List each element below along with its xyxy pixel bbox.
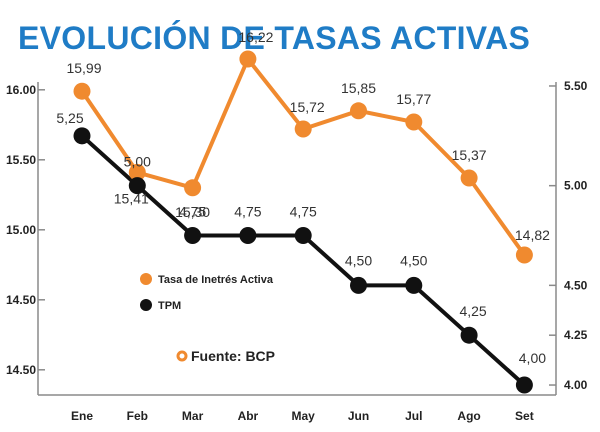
- right-tick-label: 5.00: [564, 179, 588, 193]
- data-label: 15,37: [452, 147, 487, 163]
- data-point: [73, 127, 91, 145]
- left-tick-label: 15.50: [6, 153, 36, 167]
- data-point: [239, 50, 257, 68]
- data-point: [350, 102, 367, 120]
- data-label: 4,50: [400, 252, 427, 268]
- x-tick-label: Jul: [405, 409, 422, 423]
- data-point: [239, 227, 257, 245]
- data-point: [128, 177, 146, 195]
- left-tick-label: 16.00: [6, 83, 36, 97]
- data-point: [128, 163, 146, 181]
- series-line-tpm: [80, 133, 527, 388]
- data-label: 15,41: [114, 190, 149, 206]
- data-label: 5,25: [56, 110, 83, 126]
- data-label: 5,00: [124, 154, 151, 170]
- data-point: [460, 326, 478, 344]
- left-tick-label: 14.50: [6, 293, 36, 307]
- data-point: [184, 179, 202, 197]
- x-tick-label: Ene: [71, 409, 93, 423]
- x-tick-label: Ago: [457, 409, 480, 423]
- data-label: 4,75: [234, 204, 261, 220]
- data-label: 15,85: [341, 80, 376, 96]
- legend-marker: [140, 299, 152, 311]
- data-label: 15,72: [290, 99, 325, 115]
- data-label: 15,99: [66, 60, 101, 76]
- legend-marker: [140, 273, 152, 285]
- data-label: 4,50: [345, 252, 372, 268]
- data-label: 15,77: [396, 91, 431, 107]
- data-label: 14,82: [515, 227, 550, 243]
- chart-title: EVOLUCIÓN DE TASAS ACTIVAS: [18, 20, 531, 56]
- data-point: [350, 276, 367, 294]
- legend: Tasa de Inetrés Activa TPM Fuente: BCP: [140, 273, 275, 364]
- data-labels: 15,99 15,41 15,30 16,22 15,72 15,85 15,77 15,37…: [56, 29, 550, 366]
- x-tick-label: Mar: [182, 409, 204, 423]
- right-tick-label: 4.50: [564, 278, 588, 292]
- right-tick-label: 5.50: [564, 79, 588, 93]
- legend-label: Tasa de Inetrés Activa: [158, 274, 274, 286]
- data-label: 4,75: [290, 204, 317, 220]
- data-point: [184, 227, 202, 245]
- data-label: 16,22: [238, 29, 273, 45]
- data-label: 15,30: [175, 204, 210, 220]
- x-tick-label: Feb: [127, 409, 148, 423]
- data-point: [515, 246, 533, 264]
- chart-axes: 16.00 15.50 15.00 14.50 14.50 5.50 5.00 4.50 4.2…: [6, 79, 588, 423]
- x-tick-label: Jun: [348, 409, 369, 423]
- x-tick-label: Set: [515, 409, 534, 423]
- series-points: [73, 50, 533, 394]
- data-point: [294, 227, 312, 245]
- data-label: 4,00: [519, 350, 546, 366]
- data-point: [405, 276, 423, 294]
- source-marker: [176, 350, 188, 362]
- legend-label: TPM: [158, 300, 181, 312]
- source-annotation: Fuente: BCP: [191, 348, 275, 364]
- x-tick-label: May: [292, 409, 316, 423]
- left-tick-label: 15.00: [6, 223, 36, 237]
- data-point: [460, 169, 478, 187]
- right-tick-label: 4.25: [564, 328, 588, 342]
- data-label: 4,75: [179, 204, 206, 220]
- data-point: [405, 113, 423, 131]
- data-label: 4,25: [459, 303, 486, 319]
- data-point: [294, 120, 312, 138]
- data-point: [73, 82, 91, 100]
- right-tick-label: 4.00: [564, 378, 588, 392]
- data-point: [515, 376, 533, 394]
- x-tick-label: Abr: [238, 409, 259, 423]
- left-tick-label: 14.50: [6, 363, 36, 377]
